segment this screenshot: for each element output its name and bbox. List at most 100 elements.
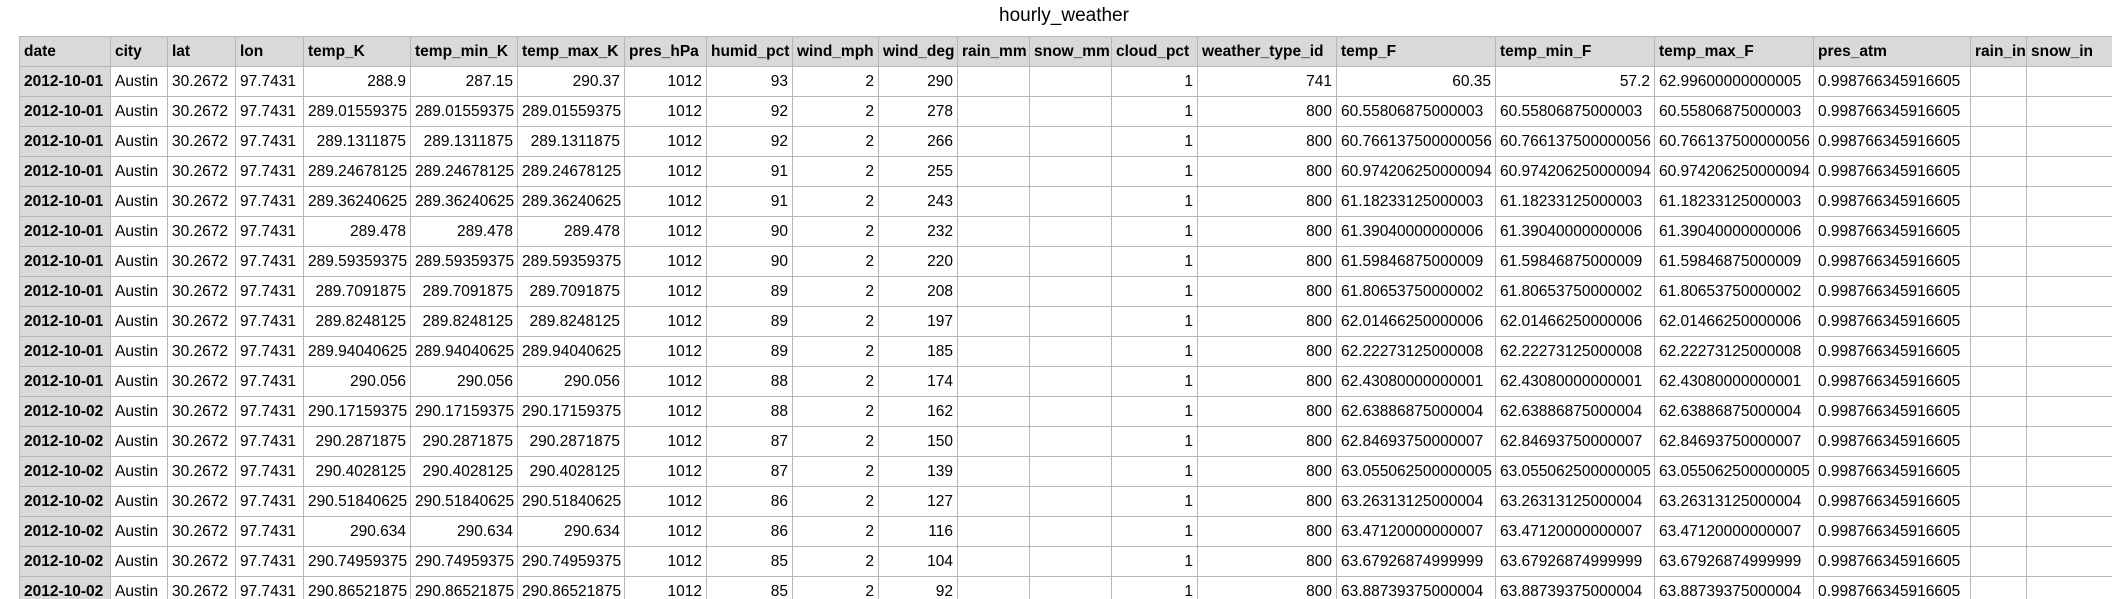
cell-wind-mph[interactable]: 2	[792, 306, 879, 337]
column-header-humid-pct[interactable]: humid_pct	[706, 36, 793, 67]
cell-snow-mm[interactable]	[1029, 96, 1112, 127]
cell-rain-mm[interactable]	[957, 396, 1030, 427]
cell-temp-F[interactable]: 60.35	[1336, 66, 1496, 97]
cell-temp-F[interactable]: 62.43080000000001	[1336, 366, 1496, 397]
cell-pres-atm[interactable]: 0.998766345916605	[1813, 426, 1971, 457]
cell-snow-in[interactable]	[2026, 456, 2112, 487]
cell-lon[interactable]: 97.7431	[235, 216, 304, 247]
cell-pres-hPa[interactable]: 1012	[624, 246, 707, 277]
cell-temp-F[interactable]: 61.80653750000002	[1336, 276, 1496, 307]
cell-snow-mm[interactable]	[1029, 276, 1112, 307]
cell-weather-type-id[interactable]: 800	[1197, 576, 1337, 599]
cell-wind-mph[interactable]: 2	[792, 216, 879, 247]
cell-pres-hPa[interactable]: 1012	[624, 306, 707, 337]
cell-rain-in[interactable]	[1970, 216, 2027, 247]
cell-lon[interactable]: 97.7431	[235, 426, 304, 457]
cell-rain-in[interactable]	[1970, 516, 2027, 547]
cell-humid-pct[interactable]: 91	[706, 186, 793, 217]
cell-pres-atm[interactable]: 0.998766345916605	[1813, 396, 1971, 427]
cell-lat[interactable]: 30.2672	[167, 276, 236, 307]
cell-temp-K[interactable]: 289.1311875	[303, 126, 411, 157]
cell-temp-K[interactable]: 289.01559375	[303, 96, 411, 127]
cell-humid-pct[interactable]: 91	[706, 156, 793, 187]
cell-humid-pct[interactable]: 86	[706, 486, 793, 517]
cell-snow-mm[interactable]	[1029, 216, 1112, 247]
cell-lon[interactable]: 97.7431	[235, 96, 304, 127]
cell-lat[interactable]: 30.2672	[167, 66, 236, 97]
cell-date[interactable]: 2012-10-02	[19, 516, 111, 547]
cell-cloud-pct[interactable]: 1	[1111, 306, 1198, 337]
cell-snow-in[interactable]	[2026, 246, 2112, 277]
cell-temp-max-K[interactable]: 289.8248125	[517, 306, 625, 337]
cell-snow-mm[interactable]	[1029, 246, 1112, 277]
cell-temp-K[interactable]: 290.86521875	[303, 576, 411, 599]
cell-cloud-pct[interactable]: 1	[1111, 246, 1198, 277]
cell-wind-mph[interactable]: 2	[792, 66, 879, 97]
column-header-pres-hPa[interactable]: pres_hPa	[624, 36, 707, 67]
cell-temp-min-K[interactable]: 289.8248125	[410, 306, 518, 337]
cell-snow-in[interactable]	[2026, 186, 2112, 217]
column-header-temp-max-K[interactable]: temp_max_K	[517, 36, 625, 67]
cell-lon[interactable]: 97.7431	[235, 186, 304, 217]
cell-cloud-pct[interactable]: 1	[1111, 396, 1198, 427]
column-header-date[interactable]: date	[19, 36, 111, 67]
cell-temp-max-K[interactable]: 289.1311875	[517, 126, 625, 157]
cell-temp-min-K[interactable]: 290.2871875	[410, 426, 518, 457]
cell-temp-F[interactable]: 61.39040000000006	[1336, 216, 1496, 247]
cell-lat[interactable]: 30.2672	[167, 96, 236, 127]
cell-pres-atm[interactable]: 0.998766345916605	[1813, 306, 1971, 337]
cell-temp-min-K[interactable]: 289.01559375	[410, 96, 518, 127]
cell-date[interactable]: 2012-10-01	[19, 276, 111, 307]
cell-temp-K[interactable]: 290.4028125	[303, 456, 411, 487]
cell-snow-mm[interactable]	[1029, 156, 1112, 187]
cell-pres-atm[interactable]: 0.998766345916605	[1813, 96, 1971, 127]
cell-lat[interactable]: 30.2672	[167, 426, 236, 457]
cell-rain-mm[interactable]	[957, 66, 1030, 97]
cell-wind-deg[interactable]: 197	[878, 306, 958, 337]
cell-cloud-pct[interactable]: 1	[1111, 576, 1198, 599]
cell-temp-max-F[interactable]: 60.55806875000003	[1654, 96, 1814, 127]
column-header-lon[interactable]: lon	[235, 36, 304, 67]
cell-temp-max-K[interactable]: 290.056	[517, 366, 625, 397]
cell-snow-mm[interactable]	[1029, 186, 1112, 217]
cell-wind-deg[interactable]: 266	[878, 126, 958, 157]
cell-weather-type-id[interactable]: 800	[1197, 396, 1337, 427]
cell-cloud-pct[interactable]: 1	[1111, 96, 1198, 127]
cell-temp-F[interactable]: 63.055062500000005	[1336, 456, 1496, 487]
cell-rain-in[interactable]	[1970, 186, 2027, 217]
cell-rain-in[interactable]	[1970, 66, 2027, 97]
cell-pres-atm[interactable]: 0.998766345916605	[1813, 276, 1971, 307]
cell-wind-mph[interactable]: 2	[792, 516, 879, 547]
cell-city[interactable]: Austin	[110, 126, 168, 157]
cell-temp-max-F[interactable]: 61.39040000000006	[1654, 216, 1814, 247]
cell-temp-max-F[interactable]: 61.80653750000002	[1654, 276, 1814, 307]
cell-humid-pct[interactable]: 86	[706, 516, 793, 547]
cell-date[interactable]: 2012-10-01	[19, 336, 111, 367]
cell-humid-pct[interactable]: 85	[706, 546, 793, 577]
cell-temp-min-F[interactable]: 61.18233125000003	[1495, 186, 1655, 217]
cell-rain-in[interactable]	[1970, 126, 2027, 157]
cell-weather-type-id[interactable]: 800	[1197, 96, 1337, 127]
cell-temp-F[interactable]: 63.88739375000004	[1336, 576, 1496, 599]
cell-lon[interactable]: 97.7431	[235, 336, 304, 367]
cell-city[interactable]: Austin	[110, 336, 168, 367]
cell-rain-in[interactable]	[1970, 96, 2027, 127]
cell-snow-mm[interactable]	[1029, 366, 1112, 397]
cell-snow-in[interactable]	[2026, 306, 2112, 337]
cell-temp-K[interactable]: 290.634	[303, 516, 411, 547]
cell-snow-in[interactable]	[2026, 66, 2112, 97]
cell-humid-pct[interactable]: 93	[706, 66, 793, 97]
cell-pres-atm[interactable]: 0.998766345916605	[1813, 336, 1971, 367]
cell-rain-mm[interactable]	[957, 456, 1030, 487]
cell-temp-F[interactable]: 63.47120000000007	[1336, 516, 1496, 547]
cell-rain-mm[interactable]	[957, 216, 1030, 247]
cell-lon[interactable]: 97.7431	[235, 456, 304, 487]
cell-temp-min-F[interactable]: 57.2	[1495, 66, 1655, 97]
cell-city[interactable]: Austin	[110, 456, 168, 487]
cell-temp-F[interactable]: 61.18233125000003	[1336, 186, 1496, 217]
cell-temp-min-K[interactable]: 290.4028125	[410, 456, 518, 487]
cell-pres-hPa[interactable]: 1012	[624, 546, 707, 577]
cell-temp-max-F[interactable]: 63.055062500000005	[1654, 456, 1814, 487]
cell-rain-in[interactable]	[1970, 396, 2027, 427]
cell-lat[interactable]: 30.2672	[167, 486, 236, 517]
